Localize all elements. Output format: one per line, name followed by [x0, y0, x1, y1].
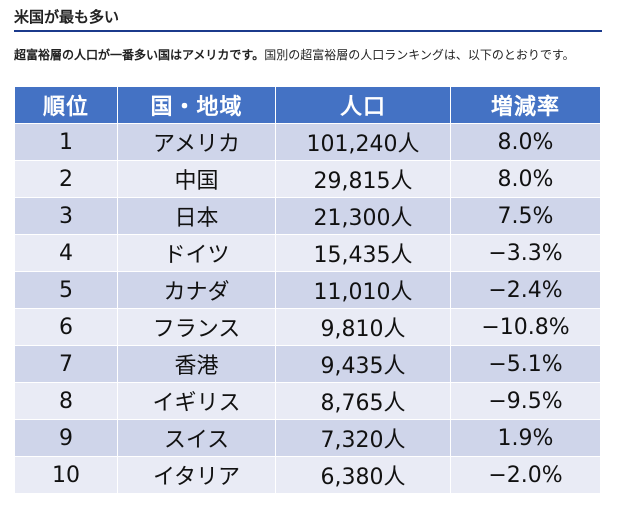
cell-country: アメリカ [117, 123, 276, 161]
cell-country: イギリス [117, 382, 276, 420]
table-row: 4 ドイツ 15,435人 −3.3% [14, 234, 601, 272]
cell-country: スイス [117, 419, 276, 457]
table-header-row: 順位 国・地域 人口 増減率 [14, 86, 601, 124]
cell-change: −2.0% [450, 456, 601, 494]
cell-rank: 7 [14, 345, 118, 383]
ranking-table-container: 順位 国・地域 人口 増減率 1 アメリカ 101,240人 8.0% 2 中国… [14, 86, 601, 494]
cell-rank: 8 [14, 382, 118, 420]
intro-text: 国別の超富裕層の人口ランキングは、以下のとおりです。 [264, 48, 575, 62]
intro-bold-text: 超富裕層の人口が一番多い国はアメリカです。 [14, 48, 265, 62]
table-row: 8 イギリス 8,765人 −9.5% [14, 382, 601, 420]
cell-population: 15,435人 [275, 234, 451, 272]
cell-change: 8.0% [450, 160, 601, 198]
cell-change: −5.1% [450, 345, 601, 383]
cell-change: −10.8% [450, 308, 601, 346]
cell-rank: 10 [14, 456, 118, 494]
cell-change: −2.4% [450, 271, 601, 309]
table-row: 3 日本 21,300人 7.5% [14, 197, 601, 235]
cell-population: 11,010人 [275, 271, 451, 309]
header-rank: 順位 [14, 86, 118, 124]
table-row: 7 香港 9,435人 −5.1% [14, 345, 601, 383]
cell-population: 7,320人 [275, 419, 451, 457]
header-change: 増減率 [450, 86, 601, 124]
cell-population: 9,435人 [275, 345, 451, 383]
intro-paragraph: 超富裕層の人口が一番多い国はアメリカです。国別の超富裕層の人口ランキングは、以下… [14, 46, 614, 64]
table-row: 1 アメリカ 101,240人 8.0% [14, 123, 601, 161]
header-population: 人口 [275, 86, 451, 124]
cell-rank: 5 [14, 271, 118, 309]
cell-rank: 2 [14, 160, 118, 198]
table-row: 6 フランス 9,810人 −10.8% [14, 308, 601, 346]
cell-population: 9,810人 [275, 308, 451, 346]
cell-change: −9.5% [450, 382, 601, 420]
cell-change: 7.5% [450, 197, 601, 235]
cell-country: 日本 [117, 197, 276, 235]
cell-population: 6,380人 [275, 456, 451, 494]
cell-rank: 4 [14, 234, 118, 272]
cell-rank: 9 [14, 419, 118, 457]
cell-change: 1.9% [450, 419, 601, 457]
table-row: 10 イタリア 6,380人 −2.0% [14, 456, 601, 494]
cell-country: ドイツ [117, 234, 276, 272]
cell-rank: 6 [14, 308, 118, 346]
cell-country: 中国 [117, 160, 276, 198]
cell-country: イタリア [117, 456, 276, 494]
cell-rank: 1 [14, 123, 118, 161]
cell-population: 21,300人 [275, 197, 451, 235]
cell-change: −3.3% [450, 234, 601, 272]
cell-population: 29,815人 [275, 160, 451, 198]
table-row: 5 カナダ 11,010人 −2.4% [14, 271, 601, 309]
header-country: 国・地域 [117, 86, 276, 124]
cell-country: フランス [117, 308, 276, 346]
cell-population: 8,765人 [275, 382, 451, 420]
cell-population: 101,240人 [275, 123, 451, 161]
cell-country: カナダ [117, 271, 276, 309]
table-row: 2 中国 29,815人 8.0% [14, 160, 601, 198]
cell-country: 香港 [117, 345, 276, 383]
table-row: 9 スイス 7,320人 1.9% [14, 419, 601, 457]
section-heading: 米国が最も多い [14, 6, 602, 32]
ranking-table: 順位 国・地域 人口 増減率 1 アメリカ 101,240人 8.0% 2 中国… [14, 86, 601, 494]
cell-rank: 3 [14, 197, 118, 235]
cell-change: 8.0% [450, 123, 601, 161]
